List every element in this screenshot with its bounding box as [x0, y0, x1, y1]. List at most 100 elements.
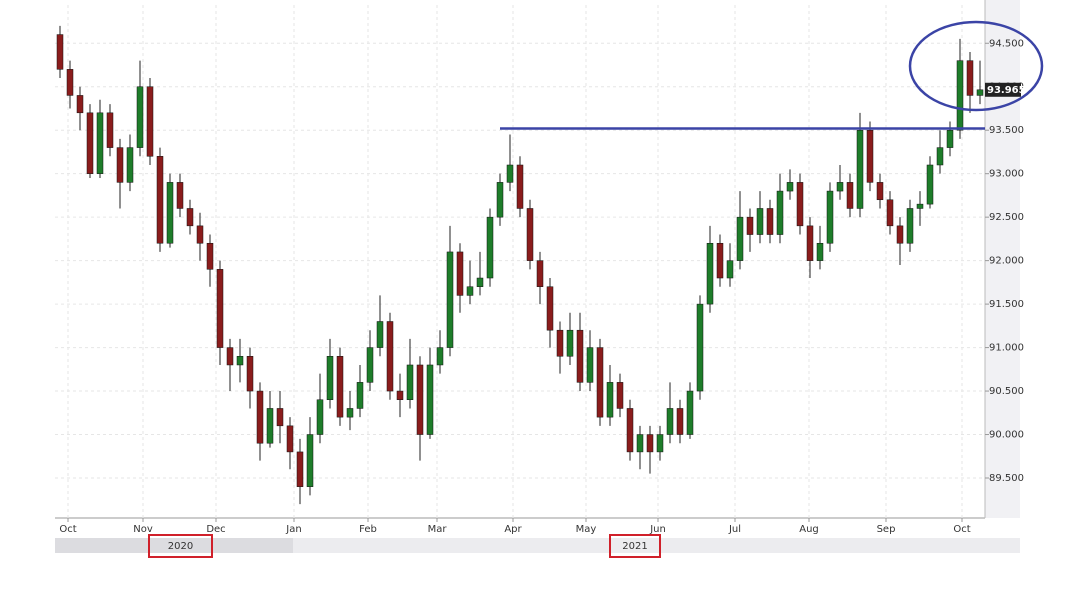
- candle-body: [406, 364, 414, 400]
- x-tick-label: Nov: [133, 524, 153, 535]
- candle-body: [226, 347, 234, 366]
- candle-body: [206, 242, 214, 270]
- candle-body: [876, 182, 884, 201]
- candle-body: [526, 208, 534, 261]
- candle-body: [816, 242, 824, 261]
- candle-body: [476, 277, 484, 287]
- candle-body: [616, 382, 624, 409]
- highlight-ellipse: [908, 20, 1044, 112]
- candle-body: [326, 356, 334, 400]
- candle-body: [536, 260, 544, 287]
- y-tick-label: 94.500: [989, 38, 1024, 49]
- x-tick-label: Apr: [504, 524, 522, 535]
- candle-body: [866, 129, 874, 183]
- candle-body: [286, 425, 294, 453]
- candle-body: [676, 408, 684, 435]
- scrollbar-segment: [55, 538, 293, 553]
- x-tick-label: Jan: [285, 524, 301, 535]
- candle-body: [266, 408, 274, 444]
- candle-body: [636, 434, 644, 453]
- candle-body: [86, 112, 94, 174]
- candle-body: [966, 60, 974, 96]
- candle-body: [296, 451, 304, 487]
- x-tick-label: Feb: [359, 524, 377, 535]
- candle-body: [486, 216, 494, 279]
- candle-body: [666, 408, 674, 435]
- y-tick-label: 92.000: [989, 256, 1024, 267]
- candle-body: [166, 182, 174, 244]
- candle-body: [456, 251, 464, 296]
- candle-body: [236, 356, 244, 366]
- candle-body: [376, 321, 384, 348]
- year-label: 2020: [168, 541, 193, 552]
- candle-body: [906, 208, 914, 244]
- candle-body: [156, 156, 164, 244]
- candle-body: [426, 364, 434, 435]
- candle-body: [746, 216, 754, 235]
- candle-body: [736, 216, 744, 261]
- candle-body: [136, 86, 144, 148]
- y-tick-label: 91.500: [989, 299, 1024, 310]
- last-price-label: 93.965: [987, 85, 1026, 96]
- candle-body: [606, 382, 614, 418]
- candle-body: [316, 399, 324, 435]
- candles: [56, 25, 984, 505]
- candle-body: [336, 356, 344, 418]
- candle-body: [706, 242, 714, 305]
- candle-body: [596, 347, 604, 418]
- candle-body: [346, 408, 354, 418]
- y-tick-label: 91.000: [989, 343, 1024, 354]
- candle-body: [246, 356, 254, 392]
- candle-body: [176, 182, 184, 209]
- y-tick-label: 90.000: [989, 430, 1024, 441]
- candle-body: [396, 390, 404, 400]
- candle-body: [466, 286, 474, 296]
- candle-body: [106, 112, 114, 148]
- candle-body: [356, 382, 364, 409]
- y-tick-label: 92.500: [989, 212, 1024, 223]
- candle-body: [256, 390, 264, 444]
- candle-body: [946, 129, 954, 148]
- y-tick-label: 93.000: [989, 169, 1024, 180]
- y-tick-label: 89.500: [989, 473, 1024, 484]
- candle-body: [926, 164, 934, 205]
- candle-body: [416, 364, 424, 435]
- candle-body: [556, 329, 564, 357]
- candle-body: [386, 321, 394, 392]
- candle-body: [846, 182, 854, 209]
- last-price-box: [985, 82, 1021, 97]
- candle-body: [686, 390, 694, 435]
- candle-body: [826, 190, 834, 244]
- candle-body: [566, 329, 574, 357]
- candle-body: [366, 347, 374, 383]
- candle-body: [626, 408, 634, 453]
- candle-body: [96, 112, 104, 174]
- x-tick-label: Mar: [428, 524, 448, 535]
- candle-body: [776, 190, 784, 235]
- candle-body: [956, 60, 964, 131]
- y-tick-label: 93.500: [989, 125, 1024, 136]
- year-box: [609, 534, 661, 558]
- candle-body: [716, 242, 724, 279]
- candle-body: [796, 182, 804, 227]
- year-box: [148, 534, 213, 558]
- candle-body: [76, 95, 84, 114]
- candle-body: [766, 208, 774, 235]
- candle-body: [646, 434, 654, 453]
- candle-body: [896, 225, 904, 244]
- scrollbar-track: [55, 538, 1020, 553]
- candle-body: [916, 203, 924, 209]
- axes: 89.500 90.000 90.500 91.000 91.500 92.000 92.5…: [59, 38, 1026, 558]
- x-tick-label: Jun: [649, 524, 666, 535]
- candle-body: [436, 347, 444, 366]
- candle-body: [696, 303, 704, 392]
- candle-body: [546, 286, 554, 331]
- grid: [55, 5, 985, 518]
- candle-body: [756, 208, 764, 235]
- candle-body: [146, 86, 154, 157]
- candle-body: [66, 69, 74, 96]
- x-tick-label: Dec: [206, 524, 225, 535]
- candle-body: [856, 129, 864, 209]
- candle-body: [506, 164, 514, 183]
- candle-body: [276, 408, 284, 427]
